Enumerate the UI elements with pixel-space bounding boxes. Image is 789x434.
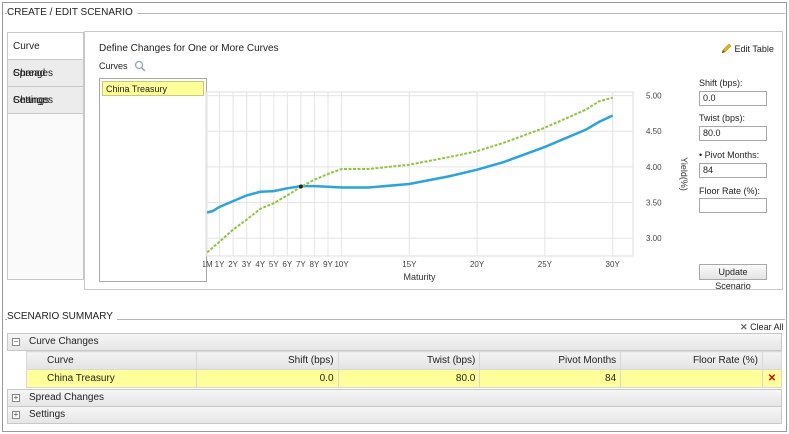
cell-curve: China Treasury	[26, 369, 197, 388]
pivot-point-marker	[298, 184, 303, 189]
col-curve: Curve	[26, 351, 197, 370]
x-tick-label: 4Y	[255, 260, 265, 269]
x-tick-label: 5Y	[269, 260, 279, 269]
cell-twist: 80.0	[337, 369, 481, 388]
table-header-row: Curve Shift (bps) Twist (bps) Pivot Mont…	[26, 351, 783, 370]
plot-area	[205, 91, 634, 257]
x-tick-label: 2Y	[228, 260, 238, 269]
col-twist: Twist (bps)	[337, 351, 481, 370]
x-tick-label: 20Y	[470, 260, 485, 269]
floor-rate-label: Floor Rate (%):	[699, 186, 761, 196]
x-tick-label: 30Y	[606, 260, 621, 269]
header-divider	[5, 13, 785, 14]
x-axis-label: Maturity	[403, 272, 436, 282]
clear-all-button[interactable]: ✕ Clear All	[740, 322, 784, 333]
x-tick-label: 9Y	[323, 260, 333, 269]
settings-group-row[interactable]: + Settings	[7, 406, 782, 424]
x-tick-label: 6Y	[282, 260, 292, 269]
curve-changes-panel	[84, 31, 783, 290]
x-tick-label: 8Y	[310, 260, 320, 269]
pencil-icon	[721, 43, 732, 54]
collapse-icon[interactable]: −	[12, 337, 20, 346]
yield-curve-chart: 1M 1Y 2Y 3Y 4Y 5Y 6Y 7Y 8Y 9Y 10Y 15Y 20Y 25Y 30Y 3.00 3…	[203, 91, 689, 282]
curves-list[interactable]: China Treasury	[99, 78, 207, 282]
clear-all-icon: ✕	[740, 322, 748, 332]
col-floor-rate: Floor Rate (%)	[620, 351, 763, 370]
col-remove	[761, 351, 783, 370]
floor-rate-input[interactable]	[699, 198, 767, 213]
page-title: CREATE / EDIT SCENARIO	[7, 7, 137, 18]
spread-changes-group-label: Spread Changes	[29, 392, 105, 403]
cell-shift: 0.0	[195, 369, 339, 388]
y-tick-label: 4.50	[646, 127, 662, 136]
tab-settings[interactable]: Settings	[8, 87, 83, 114]
curves-label-text: Curves	[99, 61, 128, 71]
shift-input[interactable]: 0.0	[699, 91, 767, 106]
x-tick-label: 7Y	[296, 260, 306, 269]
x-tick-label: 15Y	[402, 260, 417, 269]
series-line-2	[206, 96, 613, 254]
y-tick-label: 3.00	[646, 234, 662, 243]
x-tick-label: 10Y	[334, 260, 349, 269]
tab-list: Curve Changes Spread Changes Settings	[7, 32, 84, 280]
x-tick-label: 1Y	[215, 260, 225, 269]
y-axis-label: Yield(%)	[679, 157, 689, 191]
series-line-1	[206, 114, 614, 214]
twist-label: Twist (bps):	[699, 113, 746, 123]
curve-changes-table: Curve Shift (bps) Twist (bps) Pivot Mont…	[26, 351, 783, 388]
tab-curve-changes[interactable]: Curve Changes	[8, 33, 83, 79]
expand-icon[interactable]: +	[12, 410, 20, 419]
update-scenario-button[interactable]: Update Scenario	[699, 264, 767, 291]
col-pivot-months: Pivot Months	[479, 351, 622, 370]
x-tick-label: 1M	[203, 260, 213, 269]
table-row[interactable]: China Treasury 0.0 80.0 84 ✕	[26, 369, 783, 388]
settings-group-label: Settings	[29, 409, 66, 420]
pivot-months-label: • Pivot Months:	[699, 150, 760, 160]
expand-icon[interactable]: +	[12, 393, 20, 402]
curve-changes-group-label: Curve Changes	[29, 336, 99, 347]
pivot-months-input[interactable]: 84	[699, 163, 767, 178]
curves-label: Curves	[99, 60, 146, 72]
y-tick-label: 4.00	[646, 163, 662, 172]
y-tick-label: 5.00	[646, 92, 662, 101]
y-tick-label: 3.50	[646, 199, 662, 208]
clear-all-label: Clear All	[750, 322, 784, 332]
remove-row-icon[interactable]: ✕	[761, 369, 783, 388]
cell-floor-rate	[620, 369, 763, 388]
summary-title: SCENARIO SUMMARY	[7, 311, 117, 322]
edit-table-link[interactable]: Edit Table	[720, 43, 774, 55]
cell-pivot-months: 84	[479, 369, 622, 388]
x-tick-label: 3Y	[242, 260, 252, 269]
summary-divider	[5, 319, 785, 320]
edit-table-label: Edit Table	[734, 44, 774, 54]
twist-input[interactable]: 80.0	[699, 126, 767, 141]
panel-title: Define Changes for One or More Curves	[99, 43, 279, 54]
x-tick-label: 25Y	[538, 260, 553, 269]
curve-item-china-treasury[interactable]: China Treasury	[102, 81, 204, 96]
curve-changes-group-row[interactable]: − Curve Changes	[7, 333, 782, 351]
shift-label: Shift (bps):	[699, 78, 743, 88]
spread-changes-group-row[interactable]: + Spread Changes	[7, 389, 782, 407]
search-icon[interactable]	[134, 60, 146, 72]
col-shift: Shift (bps)	[195, 351, 339, 370]
